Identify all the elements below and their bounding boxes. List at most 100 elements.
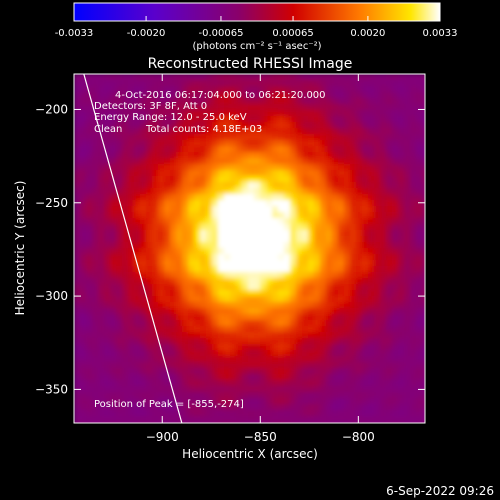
heatmap-cell bbox=[332, 308, 339, 315]
heatmap-cell bbox=[296, 332, 303, 339]
heatmap-cell bbox=[158, 158, 165, 165]
heatmap-cell bbox=[164, 200, 171, 207]
heatmap-cell bbox=[98, 170, 105, 177]
heatmap-cell bbox=[86, 260, 93, 267]
heatmap-cell bbox=[170, 80, 177, 87]
heatmap-cell bbox=[146, 272, 153, 279]
heatmap-cell bbox=[98, 164, 105, 171]
heatmap-cell bbox=[110, 230, 117, 237]
heatmap-cell bbox=[398, 296, 405, 303]
heatmap-cell bbox=[206, 314, 213, 321]
heatmap-cell bbox=[230, 392, 237, 399]
heatmap-cell bbox=[152, 86, 159, 93]
heatmap-cell bbox=[266, 230, 273, 237]
heatmap-cell bbox=[332, 350, 339, 357]
heatmap-cell bbox=[188, 230, 195, 237]
heatmap-cell bbox=[416, 110, 423, 117]
heatmap-cell bbox=[110, 134, 117, 141]
heatmap-cell bbox=[320, 122, 327, 129]
heatmap-cell bbox=[230, 212, 237, 219]
heatmap-cell bbox=[116, 332, 123, 339]
heatmap-cell bbox=[164, 164, 171, 171]
heatmap-cell bbox=[338, 170, 345, 177]
heatmap-cell bbox=[296, 404, 303, 411]
heatmap-cell bbox=[422, 80, 425, 87]
heatmap-cell bbox=[368, 410, 375, 417]
heatmap-cell bbox=[122, 164, 129, 171]
heatmap-cell bbox=[374, 134, 381, 141]
heatmap-cell bbox=[248, 290, 255, 297]
heatmap-cell bbox=[224, 236, 231, 243]
heatmap-cell bbox=[248, 272, 255, 279]
heatmap-cell bbox=[410, 398, 417, 405]
heatmap-cell bbox=[200, 116, 207, 123]
heatmap-cell bbox=[422, 278, 425, 285]
heatmap-cell bbox=[368, 398, 375, 405]
heatmap-cell bbox=[212, 158, 219, 165]
heatmap-cell bbox=[410, 86, 417, 93]
heatmap-cell bbox=[200, 206, 207, 213]
heatmap-cell bbox=[188, 398, 195, 405]
heatmap-cell bbox=[290, 122, 297, 129]
heatmap-cell bbox=[350, 254, 357, 261]
heatmap-cell bbox=[74, 374, 81, 381]
heatmap-cell bbox=[170, 104, 177, 111]
heatmap-cell bbox=[392, 200, 399, 207]
heatmap-cell bbox=[92, 278, 99, 285]
heatmap-cell bbox=[224, 164, 231, 171]
heatmap-cell bbox=[182, 194, 189, 201]
heatmap-cell bbox=[230, 104, 237, 111]
heatmap-cell bbox=[404, 194, 411, 201]
heatmap-cell bbox=[152, 182, 159, 189]
heatmap-cell bbox=[212, 272, 219, 279]
heatmap-cell bbox=[164, 416, 171, 423]
heatmap-cell bbox=[182, 266, 189, 273]
heatmap-cell bbox=[230, 146, 237, 153]
heatmap-cell bbox=[182, 182, 189, 189]
heatmap-cell bbox=[278, 80, 285, 87]
heatmap-cell bbox=[86, 152, 93, 159]
heatmap-cell bbox=[146, 86, 153, 93]
chart-title: Reconstructed RHESSI Image bbox=[148, 56, 353, 72]
heatmap-cell bbox=[140, 134, 147, 141]
heatmap-cell bbox=[122, 140, 129, 147]
heatmap-cell bbox=[338, 80, 345, 87]
heatmap-cell bbox=[146, 122, 153, 129]
heatmap-cell bbox=[182, 218, 189, 225]
heatmap-cell bbox=[146, 200, 153, 207]
heatmap-cell bbox=[314, 176, 321, 183]
heatmap-cell bbox=[188, 152, 195, 159]
heatmap-cell bbox=[386, 212, 393, 219]
heatmap-cell bbox=[218, 254, 225, 261]
heatmap-cell bbox=[200, 122, 207, 129]
heatmap-cell bbox=[380, 308, 387, 315]
heatmap-cell bbox=[86, 356, 93, 363]
heatmap-cell bbox=[278, 350, 285, 357]
heatmap-cell bbox=[230, 260, 237, 267]
heatmap-cell bbox=[74, 308, 81, 315]
heatmap-cell bbox=[332, 374, 339, 381]
heatmap-cell bbox=[164, 212, 171, 219]
heatmap-cell bbox=[92, 86, 99, 93]
heatmap-cell bbox=[326, 80, 333, 87]
heatmap-cell bbox=[332, 224, 339, 231]
heatmap-cell bbox=[104, 290, 111, 297]
heatmap-cell bbox=[152, 116, 159, 123]
heatmap-cell bbox=[248, 296, 255, 303]
heatmap-cell bbox=[266, 374, 273, 381]
heatmap-cell bbox=[116, 260, 123, 267]
heatmap-cell bbox=[74, 410, 81, 417]
heatmap-cell bbox=[80, 284, 87, 291]
heatmap-cell bbox=[398, 86, 405, 93]
heatmap-cell bbox=[128, 182, 135, 189]
heatmap-cell bbox=[140, 182, 147, 189]
heatmap-cell bbox=[410, 314, 417, 321]
heatmap-cell bbox=[104, 212, 111, 219]
heatmap-cell bbox=[356, 302, 363, 309]
heatmap-cell bbox=[74, 392, 81, 399]
heatmap-cell bbox=[236, 314, 243, 321]
heatmap-cell bbox=[212, 308, 219, 315]
heatmap-cell bbox=[332, 128, 339, 135]
heatmap-cell bbox=[218, 146, 225, 153]
heatmap-cell bbox=[356, 320, 363, 327]
